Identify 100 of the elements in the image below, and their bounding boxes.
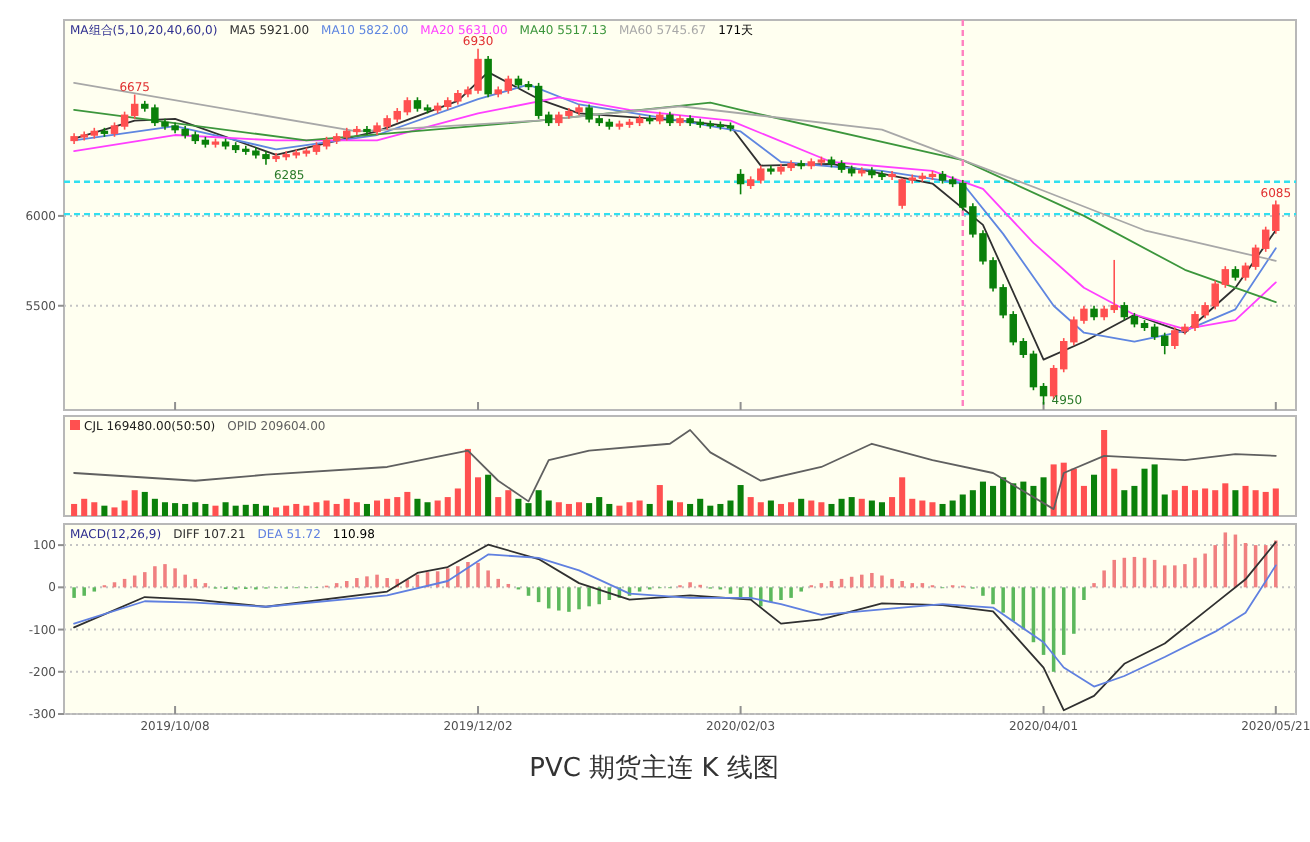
bar (1222, 483, 1229, 516)
bar (71, 503, 78, 516)
bar (697, 498, 704, 516)
bar (485, 474, 492, 516)
bar (111, 507, 118, 516)
bar (535, 490, 542, 516)
bar (596, 497, 603, 516)
bar (788, 502, 795, 516)
bar (252, 503, 259, 516)
bar (131, 490, 138, 516)
bar (363, 503, 370, 516)
bar (1232, 490, 1239, 516)
bar (374, 500, 381, 516)
bar (798, 498, 805, 516)
bar (444, 497, 451, 516)
bar (949, 500, 956, 516)
bar (1101, 430, 1108, 516)
bar (525, 503, 532, 516)
bar (707, 505, 714, 516)
bar (232, 505, 239, 516)
bar (293, 503, 300, 516)
bar (121, 500, 128, 516)
bar (1212, 490, 1219, 516)
bar (394, 497, 401, 516)
bar (555, 502, 562, 516)
bar (919, 500, 926, 516)
bar (990, 485, 997, 516)
bar (333, 503, 340, 516)
bar (192, 502, 199, 516)
bar (101, 505, 108, 516)
bar (495, 497, 502, 516)
bar (1010, 483, 1017, 516)
bar (182, 503, 189, 516)
bar (475, 477, 482, 516)
bar (424, 502, 431, 516)
bar (1060, 462, 1067, 516)
bar (727, 500, 734, 516)
bar (1040, 477, 1047, 516)
bar (141, 491, 148, 516)
line-series (73, 541, 1277, 712)
bar (959, 494, 966, 516)
bar (303, 505, 310, 516)
bar (828, 503, 835, 516)
bar (202, 503, 209, 516)
bar (454, 488, 461, 516)
bar (1161, 494, 1168, 516)
bar (212, 505, 219, 516)
bar (1262, 491, 1269, 516)
bar (1131, 485, 1138, 516)
bar (505, 490, 512, 516)
bar (222, 502, 229, 516)
bar (757, 502, 764, 516)
bar (273, 507, 280, 516)
bar (323, 500, 330, 516)
bar (767, 500, 774, 516)
bar (1030, 485, 1037, 516)
bar (626, 502, 633, 516)
line-series (73, 553, 1277, 688)
bar (808, 500, 815, 516)
bar (1202, 488, 1209, 516)
bar (1272, 488, 1279, 516)
bar (1191, 490, 1199, 516)
bar (91, 502, 98, 516)
bar (889, 497, 896, 516)
bar (838, 498, 845, 516)
bar (868, 500, 875, 516)
bar (929, 502, 936, 516)
bar (687, 503, 694, 516)
text: PVC 期货主连 K 线图 (529, 752, 779, 784)
bar (979, 481, 986, 516)
bar (717, 503, 724, 516)
bar (434, 500, 441, 516)
bar (878, 502, 885, 516)
bar (1121, 490, 1128, 516)
bar (1000, 477, 1007, 516)
bar (818, 502, 825, 516)
bar (747, 497, 754, 516)
bar (1252, 490, 1259, 516)
bar (565, 503, 572, 516)
bar (1020, 481, 1027, 516)
bar (909, 498, 916, 516)
bar (1181, 485, 1188, 516)
bar (676, 502, 684, 516)
bar (1141, 468, 1148, 516)
bar (384, 498, 391, 516)
bar (848, 497, 855, 516)
bar (586, 503, 593, 516)
bar (313, 502, 320, 516)
bar (1080, 485, 1087, 516)
bar (1091, 474, 1098, 516)
bar (353, 502, 360, 516)
bar (777, 503, 785, 516)
bar (81, 498, 88, 516)
bar (262, 505, 269, 516)
bar (646, 503, 653, 516)
bar (606, 503, 613, 516)
bar (616, 505, 623, 516)
bar (858, 498, 865, 516)
bar (656, 485, 663, 516)
bar (545, 500, 552, 516)
